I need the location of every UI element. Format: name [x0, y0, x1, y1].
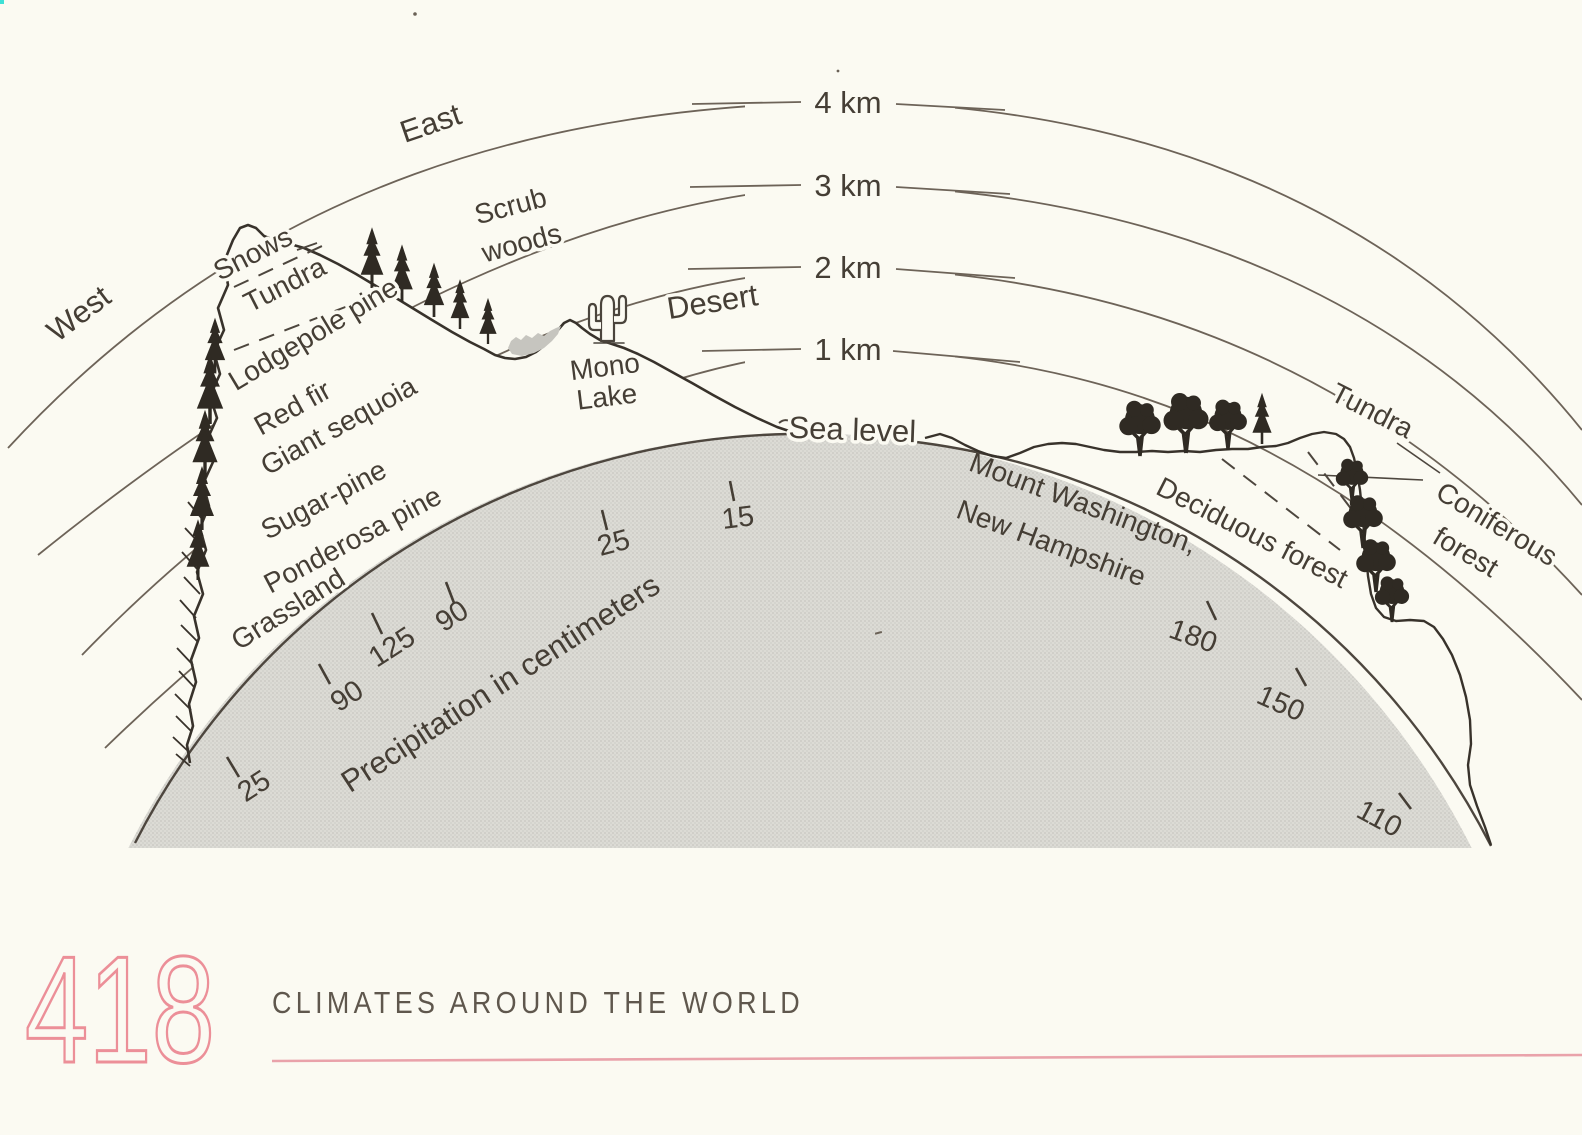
right-mountain-profile: [924, 430, 1493, 846]
deciduous-trees: [1117, 391, 1272, 458]
label-east: East: [396, 96, 466, 149]
cactus-icon: [587, 294, 628, 344]
precip-value-15: 15: [720, 500, 756, 536]
deciduous-tree-icon: [1117, 399, 1163, 458]
pine-tree-icon: [423, 262, 445, 317]
page-number: 418: [25, 925, 215, 1095]
scan-specks: [413, 12, 883, 635]
arc-label-gaps: [745, 83, 955, 370]
spruce-tree-icon: [1341, 493, 1385, 550]
mono-lake-water: [508, 326, 561, 356]
conifer-tree-icon: [1252, 392, 1272, 444]
zone-boundaries: [233, 245, 1353, 551]
label-west: West: [40, 278, 117, 348]
deciduous-tree-icon: [1161, 391, 1211, 455]
page-footer: 418 CLIMATES AROUND THE WORLD: [24, 924, 1582, 1097]
scan-artifact-dot: [0, 0, 4, 4]
sea-level-leader: [778, 419, 797, 431]
footer-rule: [271, 1053, 1582, 1063]
label-4km: 4 km: [814, 85, 881, 120]
grass-hatching: [172, 501, 204, 767]
chapter-title: CLIMATES AROUND THE WORLD: [272, 985, 804, 1020]
earth-dome: [128, 433, 1472, 848]
deciduous-tree-icon: [1207, 398, 1249, 452]
label-sea-level: Sea level: [788, 410, 917, 449]
label-desert: Desert: [665, 277, 761, 326]
snows-leader: [296, 242, 318, 251]
label-3km: 3 km: [814, 168, 881, 203]
sea-level-edge: [133, 432, 1493, 847]
tundra-leader-line: [1396, 442, 1441, 474]
label-2km: 2 km: [814, 250, 881, 285]
diagram-area: West East 4 km 3 km 2 km 1 km Sea level …: [7, 12, 1582, 848]
arc-label-dashes: [687, 101, 1021, 363]
pine-tree-icon: [479, 297, 497, 344]
tundra-lodgepole-boundary: [233, 305, 349, 351]
precipitation-ticks: [225, 480, 1413, 810]
tundra-zone-line: [1317, 474, 1424, 481]
label-tundra-east: Tundra: [1326, 377, 1419, 445]
left-mountain-fill: [135, 225, 795, 845]
coniferous-tundra-boundary: [1307, 451, 1353, 511]
label-1km: 1 km: [814, 332, 881, 367]
spruce-tree-icon: [1373, 574, 1411, 624]
